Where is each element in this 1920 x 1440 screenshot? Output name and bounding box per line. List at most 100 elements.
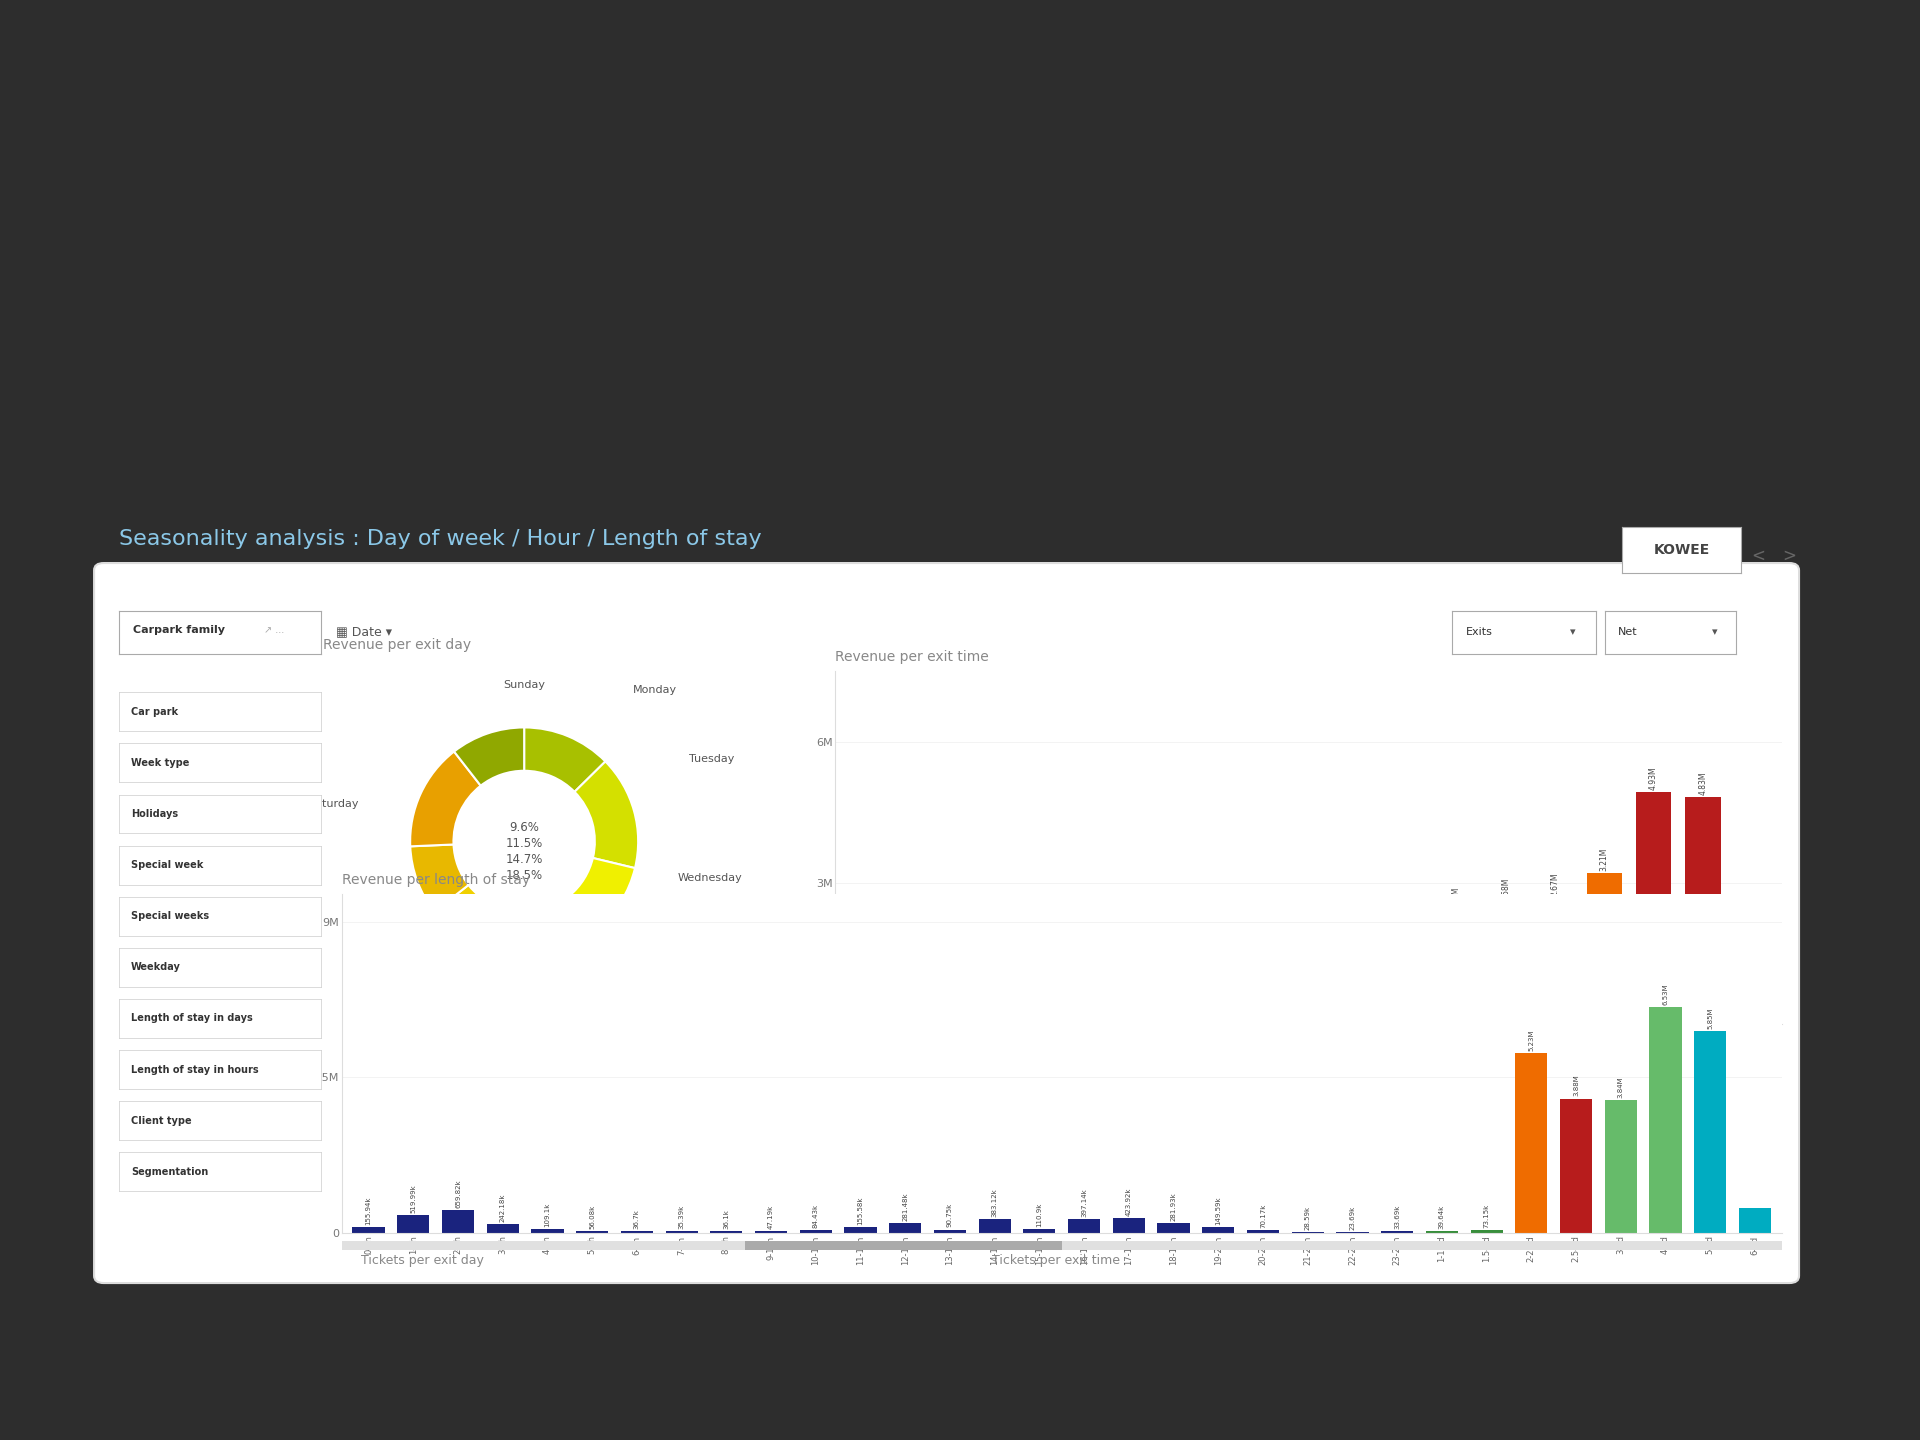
Text: 5.23M: 5.23M [1528, 1030, 1534, 1051]
Text: Revenue per exit day: Revenue per exit day [323, 638, 470, 652]
Text: 14.7%: 14.7% [505, 852, 543, 867]
Bar [1649, 1007, 1682, 1233]
Text: 9.6%: 9.6% [509, 821, 540, 834]
Bar [745, 1241, 1062, 1250]
Bar [1605, 1100, 1638, 1233]
Bar [1686, 796, 1720, 1024]
Text: Carpark family: Carpark family [132, 625, 225, 635]
Text: 659.82k: 659.82k [455, 1179, 461, 1208]
Text: KOWEE: KOWEE [1653, 543, 1711, 557]
Wedge shape [574, 762, 637, 868]
Text: Length of stay in days: Length of stay in days [131, 1014, 253, 1024]
Bar [397, 1215, 430, 1233]
Bar [1094, 1021, 1129, 1024]
Text: Tuesday: Tuesday [689, 753, 735, 763]
Bar [442, 1210, 474, 1233]
Text: 73.15k: 73.15k [1484, 1204, 1490, 1228]
Text: Net: Net [1619, 628, 1638, 636]
Text: Monday: Monday [632, 685, 676, 696]
Bar [947, 1014, 981, 1024]
Text: 149.59k: 149.59k [1215, 1197, 1221, 1225]
Text: 47.19k: 47.19k [768, 1205, 774, 1228]
Bar [1192, 1015, 1227, 1024]
Bar [1142, 1015, 1179, 1024]
Text: Special week: Special week [131, 860, 204, 870]
Text: 2.58M: 2.58M [1501, 877, 1511, 900]
Bar [1471, 1230, 1503, 1233]
Bar [995, 1017, 1031, 1024]
Bar [1202, 1227, 1235, 1233]
Text: 35.39k: 35.39k [678, 1205, 685, 1230]
Bar [1023, 1228, 1056, 1233]
Text: 23.69k: 23.69k [1350, 1205, 1356, 1230]
Text: ▾: ▾ [1713, 628, 1718, 636]
Text: 4.93M: 4.93M [1649, 766, 1659, 791]
Bar [1290, 942, 1327, 1024]
Text: 70.17k: 70.17k [1260, 1204, 1265, 1228]
Bar [847, 966, 883, 1024]
Text: 281.48k: 281.48k [902, 1192, 908, 1221]
Wedge shape [411, 752, 480, 847]
Text: 3.84M: 3.84M [1619, 1076, 1624, 1097]
Text: 1.94M: 1.94M [1206, 989, 1213, 1012]
Text: 28.59k: 28.59k [1306, 1205, 1311, 1230]
Bar [1740, 1208, 1770, 1233]
Bar [1158, 1223, 1190, 1233]
Bar [1693, 1031, 1726, 1233]
Text: Weekday: Weekday [131, 962, 180, 972]
Text: Revenue per length of stay: Revenue per length of stay [342, 873, 530, 887]
Bar [1488, 903, 1523, 1024]
Bar [532, 1228, 564, 1233]
Text: 60.38k: 60.38k [1106, 994, 1116, 1020]
Text: 423.92k: 423.92k [1125, 1188, 1133, 1215]
Bar [1559, 1099, 1592, 1233]
Text: >: > [1782, 547, 1795, 564]
Text: 2.38M: 2.38M [1452, 887, 1461, 910]
Text: 519.99k: 519.99k [411, 1184, 417, 1212]
Text: Wednesday: Wednesday [678, 873, 743, 883]
Text: 74.94k: 74.94k [1058, 992, 1066, 1018]
Text: Revenue per exit time: Revenue per exit time [835, 649, 989, 664]
Bar [1340, 917, 1375, 1024]
Text: Week type: Week type [131, 757, 190, 768]
Text: 4.83M: 4.83M [1699, 772, 1707, 795]
Bar [1538, 899, 1572, 1024]
Text: 90.75k: 90.75k [947, 1204, 952, 1227]
Text: 1.23M: 1.23M [860, 940, 870, 965]
Text: 182.56k: 182.56k [1156, 982, 1165, 1014]
Text: 155.58k: 155.58k [858, 1197, 864, 1225]
Text: Length of stay in hours: Length of stay in hours [131, 1064, 259, 1074]
Text: 281.93k: 281.93k [1171, 1192, 1177, 1221]
Text: 56.08k: 56.08k [589, 1204, 595, 1228]
Text: 3.21M: 3.21M [1599, 848, 1609, 871]
Text: 242.18k: 242.18k [499, 1194, 505, 1223]
Text: <: < [1751, 547, 1764, 564]
Wedge shape [524, 727, 605, 792]
Text: Holidays: Holidays [131, 809, 179, 819]
Text: 2.17M: 2.17M [1404, 897, 1411, 920]
Text: 383.12k: 383.12k [991, 1188, 998, 1217]
Text: 2.67M: 2.67M [1551, 873, 1559, 896]
Bar [897, 1004, 931, 1024]
Text: 164.62k: 164.62k [1008, 984, 1018, 1014]
Wedge shape [434, 886, 530, 955]
Bar [933, 1230, 966, 1233]
Text: 110.9k: 110.9k [1037, 1202, 1043, 1227]
Bar [979, 1220, 1010, 1233]
Wedge shape [528, 858, 636, 955]
Bar [1242, 959, 1277, 1024]
Text: ▦ Date ▾: ▦ Date ▾ [336, 625, 392, 639]
Bar [1515, 1053, 1548, 1233]
Text: Segmentation: Segmentation [131, 1166, 209, 1176]
Text: Saturday: Saturday [309, 799, 359, 809]
Text: Special weeks: Special weeks [131, 912, 209, 922]
Text: 1.39M: 1.39M [1254, 933, 1263, 956]
Text: 36.1k: 36.1k [724, 1210, 730, 1230]
Bar [1246, 1230, 1279, 1233]
Bar [1390, 922, 1425, 1024]
Text: 33.69k: 33.69k [1394, 1205, 1400, 1230]
Bar [755, 1231, 787, 1233]
Bar [889, 1223, 922, 1233]
Wedge shape [411, 844, 468, 912]
Bar [1044, 1021, 1079, 1024]
